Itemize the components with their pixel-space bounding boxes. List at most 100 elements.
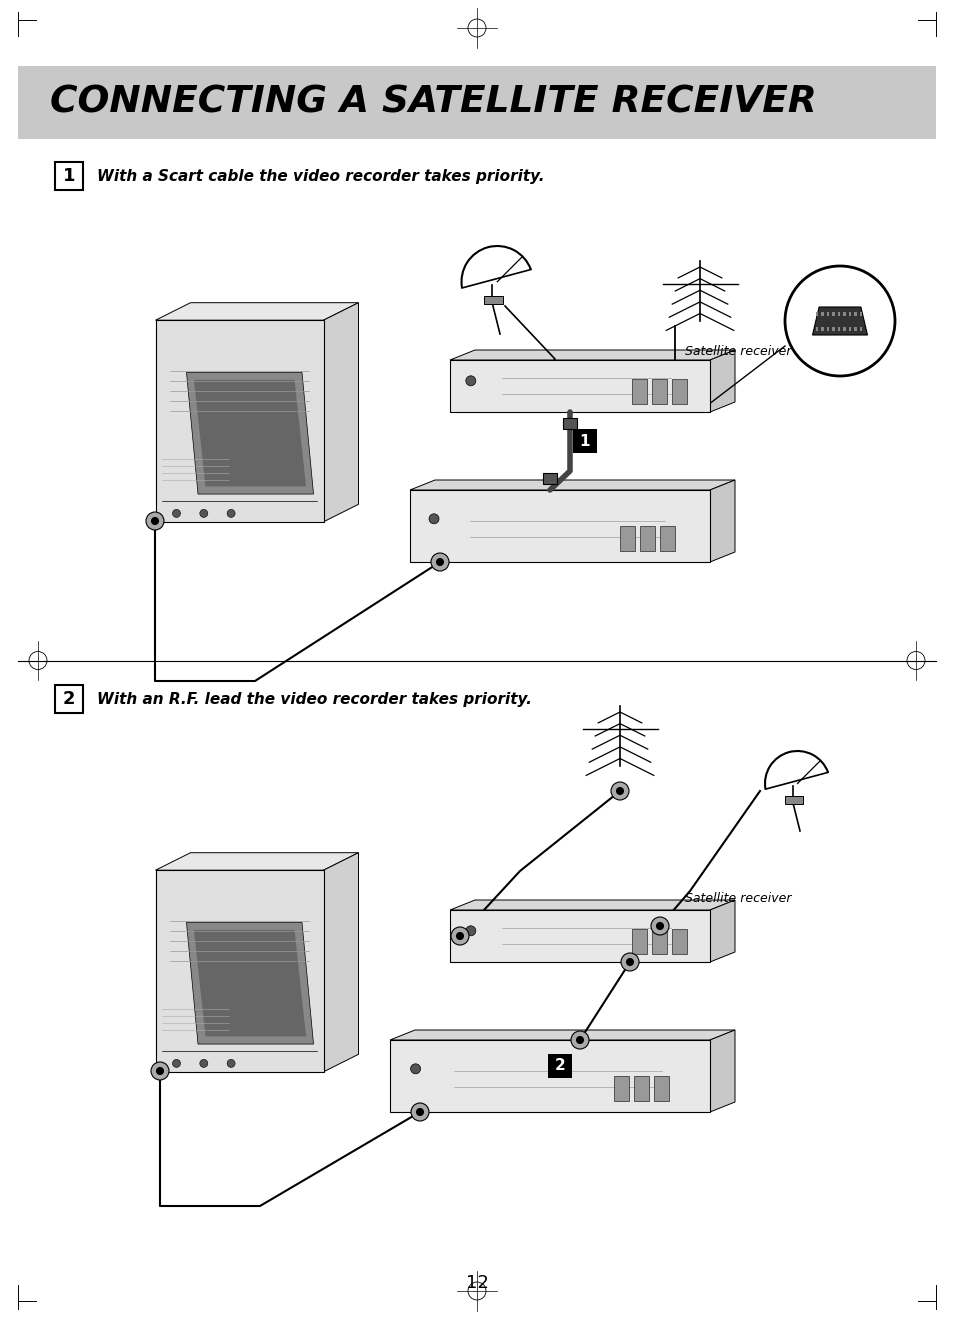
Bar [671,929,686,954]
Circle shape [620,952,639,971]
Polygon shape [709,480,734,561]
Polygon shape [186,373,314,494]
Bar [619,526,635,551]
Circle shape [410,1063,420,1074]
Bar [859,312,862,316]
Polygon shape [410,480,734,490]
Circle shape [465,926,476,935]
Bar [55,686,83,713]
Bar [410,490,709,561]
Bar [848,312,850,316]
Polygon shape [323,303,358,522]
Circle shape [571,1030,588,1049]
Bar [631,379,646,404]
Bar [634,1077,648,1102]
Polygon shape [450,350,734,361]
Bar [831,312,834,316]
Text: 1: 1 [63,166,75,185]
Bar [18,66,935,139]
Circle shape [650,917,668,935]
Bar [831,328,834,332]
Circle shape [656,922,663,930]
Bar [671,379,686,404]
Circle shape [456,931,463,941]
Circle shape [429,514,438,524]
Polygon shape [784,797,801,803]
Bar [815,328,818,332]
Bar [821,328,822,332]
Text: 12: 12 [465,1273,488,1292]
Polygon shape [563,417,576,429]
Bar [826,312,828,316]
Bar [651,379,666,404]
Text: With an R.F. lead the video recorder takes priority.: With an R.F. lead the video recorder tak… [97,691,532,707]
Circle shape [436,557,443,567]
Polygon shape [155,303,358,320]
Bar [573,429,597,453]
Text: 2: 2 [63,690,75,708]
Bar [390,1040,709,1112]
Polygon shape [155,852,358,871]
Circle shape [151,1062,169,1081]
Polygon shape [193,930,306,1037]
Text: Satellite receiver: Satellite receiver [684,892,791,905]
Circle shape [146,513,164,530]
Polygon shape [390,1030,734,1040]
Bar [155,871,323,1071]
Bar [859,328,862,332]
Circle shape [784,266,894,376]
Bar [853,328,856,332]
Bar [547,1054,572,1078]
Circle shape [199,1059,208,1067]
Polygon shape [709,900,734,962]
Polygon shape [709,1030,734,1112]
Circle shape [151,517,159,524]
Polygon shape [543,473,556,483]
Text: 1: 1 [579,433,590,449]
Polygon shape [193,380,306,486]
Circle shape [465,375,476,386]
Text: CONNECTING A SATELLITE RECEIVER: CONNECTING A SATELLITE RECEIVER [50,85,816,120]
Bar [837,328,840,332]
Bar [654,1077,668,1102]
Circle shape [610,782,628,801]
Circle shape [625,958,634,966]
Circle shape [431,553,449,571]
Circle shape [227,510,234,518]
Text: 2: 2 [554,1058,565,1074]
Circle shape [172,510,180,518]
Circle shape [172,1059,180,1067]
Circle shape [616,787,623,795]
Text: Satellite receiver: Satellite receiver [684,345,791,358]
Circle shape [416,1108,423,1116]
Circle shape [155,1067,164,1075]
Bar [651,929,666,954]
Bar [842,328,844,332]
Circle shape [411,1103,429,1122]
Bar [450,361,709,412]
Polygon shape [812,306,866,336]
Bar [631,929,646,954]
Circle shape [576,1036,583,1044]
Bar [155,320,323,522]
Circle shape [227,1059,234,1067]
Bar [826,328,828,332]
Polygon shape [323,852,358,1071]
Circle shape [199,510,208,518]
Bar [659,526,675,551]
Polygon shape [709,350,734,412]
Polygon shape [186,922,314,1044]
Bar [821,312,822,316]
Bar [815,312,818,316]
Bar [842,312,844,316]
Bar [837,312,840,316]
Bar [450,910,709,962]
Bar [853,312,856,316]
Polygon shape [483,296,502,304]
Bar [614,1077,628,1102]
Polygon shape [450,900,734,910]
Text: With a Scart cable the video recorder takes priority.: With a Scart cable the video recorder ta… [97,169,544,184]
Circle shape [451,927,469,945]
Bar [55,162,83,190]
Bar [848,328,850,332]
